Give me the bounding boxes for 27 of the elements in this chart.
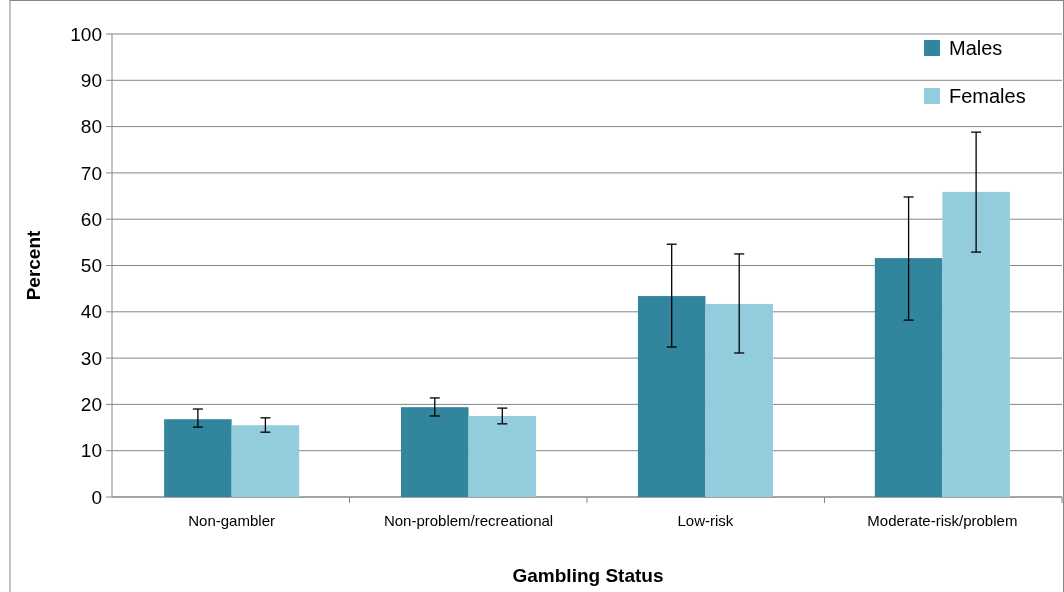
x-axis-title: Gambling Status: [512, 565, 664, 586]
bar: [468, 415, 537, 497]
y-tick-label: 100: [70, 23, 102, 45]
bar: [164, 419, 232, 497]
legend-label: Females: [949, 85, 1026, 107]
y-tick-label: 90: [80, 69, 102, 91]
x-tick-label: Low-risk: [677, 512, 734, 529]
legend-label: Males: [949, 37, 1003, 59]
y-tick-label: 40: [80, 301, 102, 323]
bar: [874, 258, 943, 497]
y-tick-label: 20: [80, 394, 102, 416]
bar: [942, 191, 1010, 497]
y-tick-label: 10: [80, 440, 102, 462]
y-tick-label: 0: [91, 486, 102, 508]
y-tick-label: 60: [80, 208, 102, 230]
bar: [705, 303, 773, 497]
x-tick-label: Moderate-risk/problem: [867, 512, 1018, 529]
y-tick-label: 80: [80, 116, 102, 138]
x-tick-label: Non-gambler: [188, 512, 275, 529]
bar: [637, 296, 706, 497]
x-tick-label: Non-problem/recreational: [383, 512, 554, 529]
y-tick-label: 30: [80, 347, 102, 369]
bar: [231, 425, 300, 497]
y-tick-label: 70: [80, 162, 102, 184]
y-tick-label: 50: [80, 255, 102, 277]
bar: [401, 407, 469, 497]
y-axis-title: Percent: [23, 229, 44, 301]
